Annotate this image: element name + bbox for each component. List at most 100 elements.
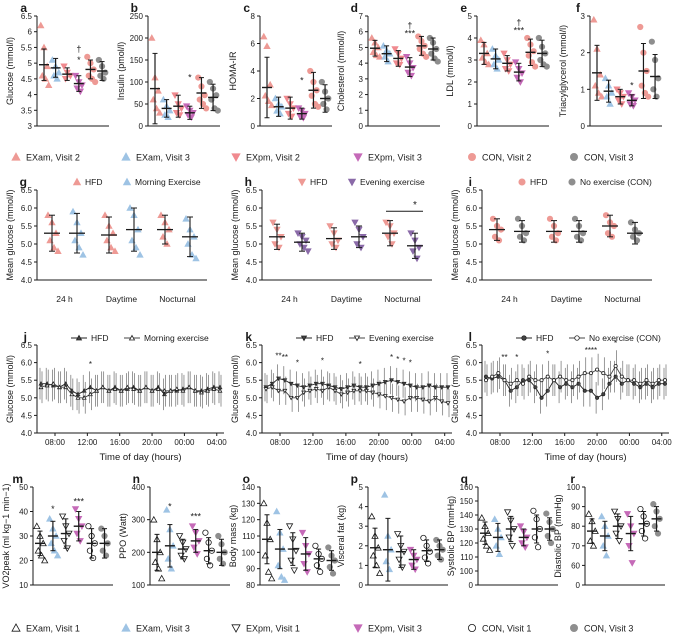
data-point	[294, 395, 300, 401]
significance-mark: *	[413, 200, 417, 211]
data-group	[326, 223, 342, 252]
y-tick-label: 140	[460, 511, 474, 520]
data-group	[393, 531, 408, 572]
data-point	[625, 378, 630, 383]
data-point	[395, 397, 401, 403]
y-tick-label: 5	[359, 43, 364, 52]
y-axis-label: Glucose (mmol/l)	[230, 355, 240, 423]
significance-mark: ***	[514, 25, 525, 35]
data-point	[543, 63, 550, 70]
data-point	[269, 385, 275, 390]
legend-marker	[570, 152, 579, 161]
data-point	[426, 383, 432, 389]
data-point	[351, 219, 359, 227]
data-point	[48, 56, 57, 63]
data-group	[415, 33, 430, 60]
data-point	[44, 382, 50, 388]
legend-label: HFD	[310, 177, 327, 187]
panel-g: 4.0 4.5 5.0 5.5 6.0 6.5g Mean glucose (mmol/l)…	[5, 175, 207, 304]
data-group	[182, 214, 200, 262]
data-point	[648, 38, 655, 45]
data-point	[368, 512, 376, 520]
x-tick-label: 08:00	[270, 438, 291, 447]
panel-letter: n	[133, 472, 140, 486]
data-point	[315, 103, 322, 110]
data-point	[203, 105, 210, 112]
y-tick-label: 30	[19, 532, 28, 541]
data-point	[650, 501, 657, 508]
data-point	[338, 392, 344, 397]
legend-bottom: EXam, Visit 1 EXam, Visit 3 EXpm, Visit 1 E…	[11, 623, 633, 634]
legend-top: EXam, Visit 2 EXam, Visit 3 EXpm, Visit 2 E…	[11, 152, 633, 163]
data-point	[604, 230, 612, 237]
legend-marker	[570, 624, 579, 633]
legend-label: EXpm, Visit 1	[246, 624, 300, 634]
significance-mark: *	[515, 353, 518, 362]
data-point	[276, 388, 282, 394]
data-point	[53, 551, 62, 559]
series-line	[485, 376, 665, 399]
data-group	[382, 219, 398, 248]
legend-marker	[347, 178, 357, 187]
y-axis-label: HOMA-IR	[228, 51, 238, 90]
data-point	[192, 254, 200, 262]
y-tick-label: 5.0	[21, 394, 33, 403]
data-point	[434, 58, 441, 65]
data-point	[389, 395, 394, 401]
data-group	[307, 67, 322, 110]
data-point	[539, 395, 544, 400]
data-point	[654, 530, 662, 537]
legend-label: No exercise (CON)	[589, 333, 661, 343]
data-point	[656, 378, 661, 383]
x-tick-label: 04:00	[207, 438, 228, 447]
data-group	[381, 491, 395, 582]
y-tick-label: 2	[581, 49, 586, 58]
data-point	[325, 544, 332, 551]
data-point	[376, 53, 384, 60]
legend-label: EXam, Visit 3	[136, 153, 190, 163]
data-group	[206, 78, 221, 114]
data-point	[46, 515, 54, 522]
panel-d: 0 1 2 3 4 5 6 7d Cholesterol (mmol/l) †***	[336, 1, 441, 131]
legend-marker	[75, 334, 83, 341]
data-point	[551, 378, 556, 383]
y-tick-label: 6.5	[21, 341, 33, 350]
data-point	[483, 378, 489, 383]
y-tick-label: 200	[132, 548, 146, 557]
category-label: Nocturnal	[604, 294, 640, 304]
data-point	[514, 378, 519, 383]
data-point	[401, 399, 407, 404]
y-tick-label: 5.5	[466, 222, 478, 231]
data-point	[420, 534, 427, 542]
data-group	[627, 219, 643, 245]
significance-mark: *	[409, 358, 412, 367]
y-tick-label: 10	[19, 581, 28, 590]
data-point	[264, 568, 273, 575]
data-point	[601, 74, 610, 82]
data-point	[79, 250, 87, 258]
data-point	[495, 550, 504, 557]
data-group	[157, 211, 173, 247]
legend-marker	[128, 334, 136, 341]
legend-marker	[518, 178, 526, 186]
data-group	[85, 523, 98, 562]
data-point	[53, 75, 61, 82]
significance-mark: *	[396, 355, 399, 364]
data-group	[60, 63, 75, 83]
data-point	[491, 233, 499, 240]
x-tick-label: 12:00	[522, 438, 543, 447]
data-group	[610, 508, 625, 545]
data-point	[71, 506, 80, 513]
data-group	[175, 533, 190, 563]
significance-mark: **	[275, 351, 281, 360]
data-point	[558, 374, 563, 379]
significance-mark: *	[77, 55, 81, 65]
data-group	[101, 211, 119, 255]
y-tick-label: 5	[28, 59, 33, 68]
data-group	[585, 510, 599, 549]
data-point	[576, 374, 581, 379]
category-label: Daytime	[106, 294, 137, 304]
y-tick-label: 150	[130, 56, 144, 65]
data-point	[75, 395, 81, 400]
significance-mark: **	[501, 353, 507, 362]
